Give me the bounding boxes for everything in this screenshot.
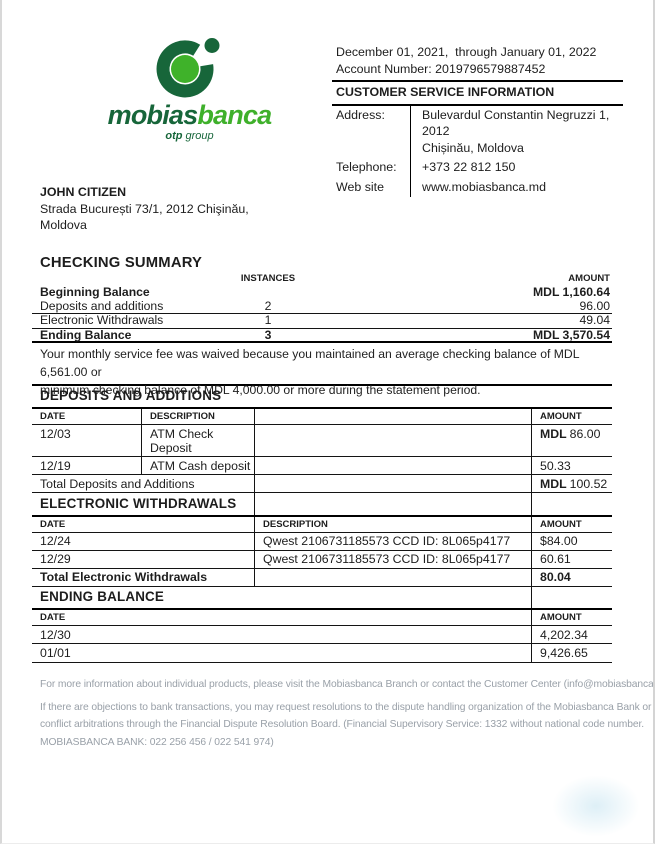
ending-col-date: DATE	[32, 610, 532, 626]
service-fee-note: Your monthly service fee was waived beca…	[40, 346, 580, 397]
col-header-amount: AMOUNT	[568, 273, 610, 284]
website-label: Web site	[336, 179, 384, 194]
deposits-title: DEPOSITS AND ADDITIONS	[40, 388, 222, 404]
deposits-section-title-row: DEPOSITS AND ADDITIONS	[32, 383, 612, 410]
telephone-value: +373 22 812 150	[410, 158, 623, 178]
withdrawals-section-title-row: ELECTRONIC WITHDRAWALS	[32, 493, 612, 517]
withdrawals-col-date: DATE	[32, 516, 255, 532]
telephone-label: Telephone:	[336, 160, 397, 174]
address-label: Address:	[336, 107, 385, 122]
withdrawals-col-amount: AMOUNT	[540, 518, 582, 530]
table-row: 12/29 Qwest 2106731185573 CCD ID: 8L065p…	[32, 550, 612, 569]
deposits-total-row: Total Deposits and Additions MDL 100.52	[32, 475, 612, 494]
summary-row-ending-balance: Ending Balance 3 MDL 3,570.54	[32, 328, 612, 343]
deposits-header-row: DATE DESCRIPTION AMOUNT	[32, 409, 612, 426]
account-number: Account Number: 2019796579887452	[336, 61, 546, 76]
customer-service-row-address: Address: Bulevardul Constantin Negruzzi …	[332, 105, 623, 158]
withdrawals-header-row: DATE DESCRIPTION AMOUNT	[32, 516, 612, 533]
table-row: 12/30 4,202.34	[32, 626, 612, 645]
address-value: Bulevardul Constantin Negruzzi 1, 2012 C…	[410, 105, 623, 158]
footer-dispute-paragraph: If there are objections to bank transact…	[40, 701, 655, 748]
summary-row-withdrawals: Electronic Withdrawals 1 49.04	[32, 314, 612, 329]
ending-balance-title: ENDING BALANCE	[32, 586, 532, 609]
statement-period: December 01, 2021, through January 01, 2…	[336, 45, 597, 59]
scan-smudge	[552, 775, 640, 837]
customer-service-title: CUSTOMER SERVICE INFORMATION	[332, 80, 623, 106]
customer-name: JOHN CITIZEN	[40, 185, 127, 199]
bank-logo: mobiasbanca otp group	[72, 36, 307, 142]
table-row: 01/01 9,426.65	[32, 644, 612, 664]
deposits-col-description: DESCRIPTION	[142, 409, 255, 425]
col-header-instances: INSTANCES	[240, 273, 296, 284]
ending-balance-header-row: DATE AMOUNT	[32, 610, 612, 627]
customer-service-row-website: Web site www.mobiasbanca.md	[332, 177, 623, 197]
mobiasbanca-logo-icon	[156, 38, 219, 98]
withdrawals-col-description: DESCRIPTION	[255, 516, 532, 532]
customer-address-line2: Moldova	[40, 218, 87, 232]
brand-name-part2: banca	[197, 100, 272, 130]
ending-col-amount: AMOUNT	[540, 612, 582, 624]
footer-info-line: For more information about individual pr…	[40, 679, 655, 690]
checking-summary-title: CHECKING SUMMARY	[40, 255, 203, 271]
summary-row-beginning-balance: Beginning Balance MDL 1,160.64	[40, 285, 610, 299]
statement-header: December 01, 2021, through January 01, 2…	[332, 44, 623, 197]
brand-name-part1: mobias	[107, 100, 199, 130]
deposits-col-amount: AMOUNT	[540, 411, 582, 423]
table-row: 12/03 ATM Check Deposit MDL 86.00	[32, 425, 612, 458]
withdrawals-total-row: Total Electronic Withdrawals 80.04	[32, 568, 612, 587]
summary-row-deposits: Deposits and additions 2 96.00	[32, 299, 612, 315]
checking-summary-header-row: INSTANCES AMOUNT	[32, 273, 612, 286]
withdrawals-title: ELECTRONIC WITHDRAWALS	[32, 493, 255, 515]
deposits-col-date: DATE	[32, 409, 142, 425]
brand-subtitle: otp group	[165, 130, 214, 142]
customer-address-block: JOHN CITIZEN Strada București 73/1, 2012…	[40, 184, 249, 234]
customer-service-row-telephone: Telephone: +373 22 812 150	[332, 158, 623, 178]
table-row: 12/24 Qwest 2106731185573 CCD ID: 8L065p…	[32, 532, 612, 551]
customer-address-line1: Strada București 73/1, 2012 Chişinău,	[40, 201, 249, 216]
brand-wordmark: mobiasbanca	[72, 100, 307, 130]
ending-balance-section-title-row: ENDING BALANCE	[32, 586, 612, 611]
statement-body: CHECKING SUMMARY INSTANCES AMOUNT Beginn…	[32, 255, 612, 664]
statement-footer: For more information about individual pr…	[40, 676, 655, 751]
website-value: www.mobiasbanca.md	[410, 177, 623, 197]
table-row: 12/19 ATM Cash deposit 50.33	[32, 457, 612, 476]
